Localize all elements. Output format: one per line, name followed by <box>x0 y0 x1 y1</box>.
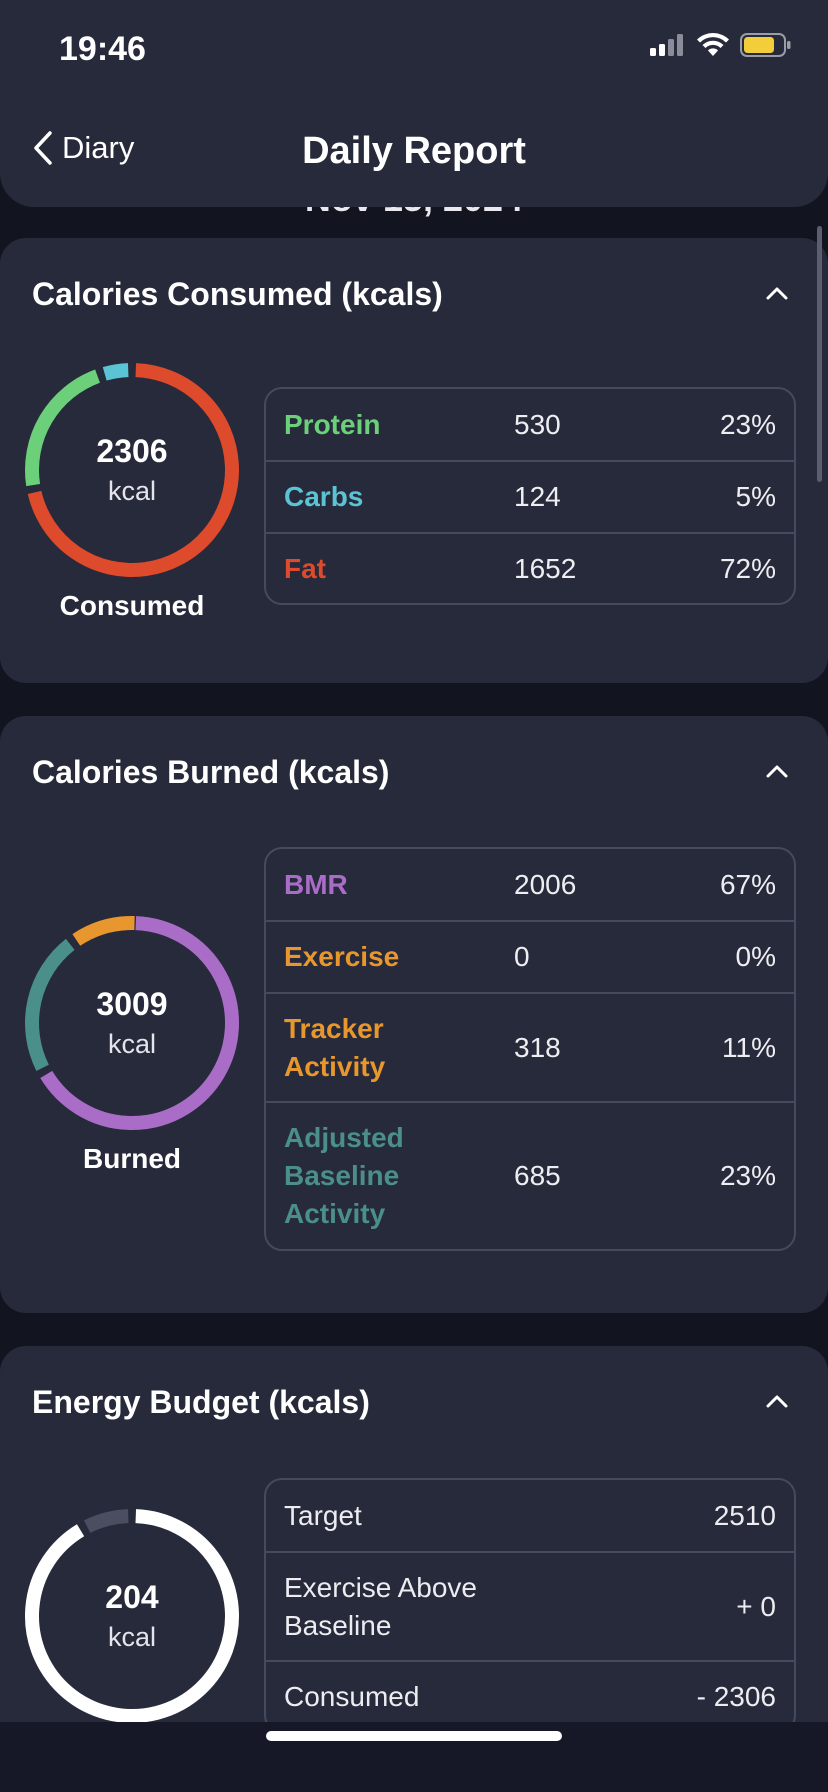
section-title: Calories Burned (kcals) <box>32 754 390 790</box>
table-row: Adjusted Baseline Activity 685 23% <box>266 1101 794 1249</box>
burned-label: Burned <box>83 1143 181 1174</box>
calories-consumed-card: Calories Consumed (kcals) 2306 kcal Cons… <box>0 238 828 683</box>
exercise-above-baseline-value: + 0 <box>522 1551 794 1660</box>
protein-value: 530 <box>514 408 561 440</box>
chevron-left-icon <box>34 131 52 165</box>
back-label: Diary <box>62 130 135 165</box>
table-row: Exercise 0 0% <box>266 920 794 992</box>
table-row: Consumed - 2306 <box>266 1660 794 1731</box>
cellular-signal-icon <box>650 34 683 56</box>
target-value: 2510 <box>713 1499 776 1531</box>
table-row: BMR 2006 67% <box>266 849 794 920</box>
exercise-label: Exercise <box>266 920 502 992</box>
macro-table: Protein 530 23% Carbs 124 5% Fat 1652 72… <box>264 387 796 605</box>
adjusted-baseline-percent: 23% <box>652 1101 794 1249</box>
burned-unit: kcal <box>107 1029 156 1059</box>
consumed-row-value: - 2306 <box>522 1660 794 1731</box>
burned-total: 3009 <box>96 986 168 1022</box>
budget-total: 204 <box>105 1579 159 1615</box>
energy-budget-table: Target 2510 Exercise Above Baseline + 0 … <box>264 1478 796 1733</box>
scrollbar[interactable] <box>817 226 822 482</box>
tracker-segment <box>72 916 135 946</box>
consumed-unit: kcal <box>107 476 156 506</box>
target-label: Target <box>284 1499 362 1531</box>
carbs-percent: 5% <box>652 460 794 532</box>
table-row: Carbs 124 5% <box>266 460 794 532</box>
chevron-up-icon[interactable] <box>764 758 790 784</box>
burn-breakdown-table: BMR 2006 67% Exercise 0 0% Tracker Activ… <box>264 847 796 1251</box>
fat-label: Fat <box>266 532 502 603</box>
chevron-up-icon[interactable] <box>764 1388 790 1414</box>
bmr-percent: 67% <box>719 868 776 900</box>
status-icons <box>650 32 792 58</box>
exercise-percent: 0% <box>652 920 794 992</box>
burned-donut-chart <box>25 916 239 1130</box>
protein-label: Protein <box>284 408 381 440</box>
home-indicator[interactable] <box>266 1731 562 1741</box>
consumed-row-label: Consumed <box>266 1660 522 1731</box>
bmr-segment <box>40 916 239 1130</box>
budget-remaining-segment <box>25 1509 239 1723</box>
budget-used-segment <box>84 1509 129 1533</box>
carbs-label: Carbs <box>266 460 502 532</box>
bmr-label: BMR <box>284 868 348 900</box>
energy-budget-card: Energy Budget (kcals) 204 kcal Target 25… <box>0 1346 828 1766</box>
tracker-activity-percent: 11% <box>652 992 794 1101</box>
consumed-label: Consumed <box>59 590 205 621</box>
battery-icon <box>740 33 791 57</box>
fat-segment <box>27 363 239 577</box>
carbs-segment <box>102 363 129 381</box>
adjusted-baseline-value: 685 <box>502 1101 652 1249</box>
chevron-up-icon[interactable] <box>764 280 790 306</box>
calories-burned-card: Calories Burned (kcals) 3009 kcal Burned… <box>0 716 828 1313</box>
fat-value: 1652 <box>502 532 652 603</box>
adjusted-baseline-label: Adjusted Baseline Activity <box>266 1101 502 1249</box>
wifi-icon <box>697 33 729 56</box>
table-row: Target 2510 <box>266 1480 794 1551</box>
budget-donut-chart <box>25 1509 239 1723</box>
tracker-activity-value: 318 <box>502 992 652 1101</box>
fat-percent: 72% <box>652 532 794 603</box>
back-button[interactable]: Diary <box>32 130 134 166</box>
budget-unit: kcal <box>107 1622 156 1652</box>
bmr-value: 2006 <box>514 868 577 900</box>
table-row: Fat 1652 72% <box>266 532 794 603</box>
protein-percent: 23% <box>719 408 776 440</box>
consumed-donut-chart <box>25 363 239 577</box>
table-row: Exercise Above Baseline + 0 <box>266 1551 794 1660</box>
tracker-activity-label: Tracker Activity <box>266 992 502 1101</box>
protein-segment <box>25 369 101 487</box>
section-title: Calories Consumed (kcals) <box>32 276 443 312</box>
status-time: 19:46 <box>59 30 146 68</box>
top-header: 19:46 Diary Daily Report <box>0 0 828 207</box>
exercise-value: 0 <box>502 920 652 992</box>
baseline-segment <box>25 938 75 1071</box>
table-row: Protein 530 23% <box>266 389 794 460</box>
exercise-above-baseline-label: Exercise Above Baseline <box>266 1551 522 1660</box>
consumed-total: 2306 <box>96 433 168 469</box>
carbs-value: 124 <box>502 460 652 532</box>
table-row: Tracker Activity 318 11% <box>266 992 794 1101</box>
section-title: Energy Budget (kcals) <box>32 1384 370 1420</box>
